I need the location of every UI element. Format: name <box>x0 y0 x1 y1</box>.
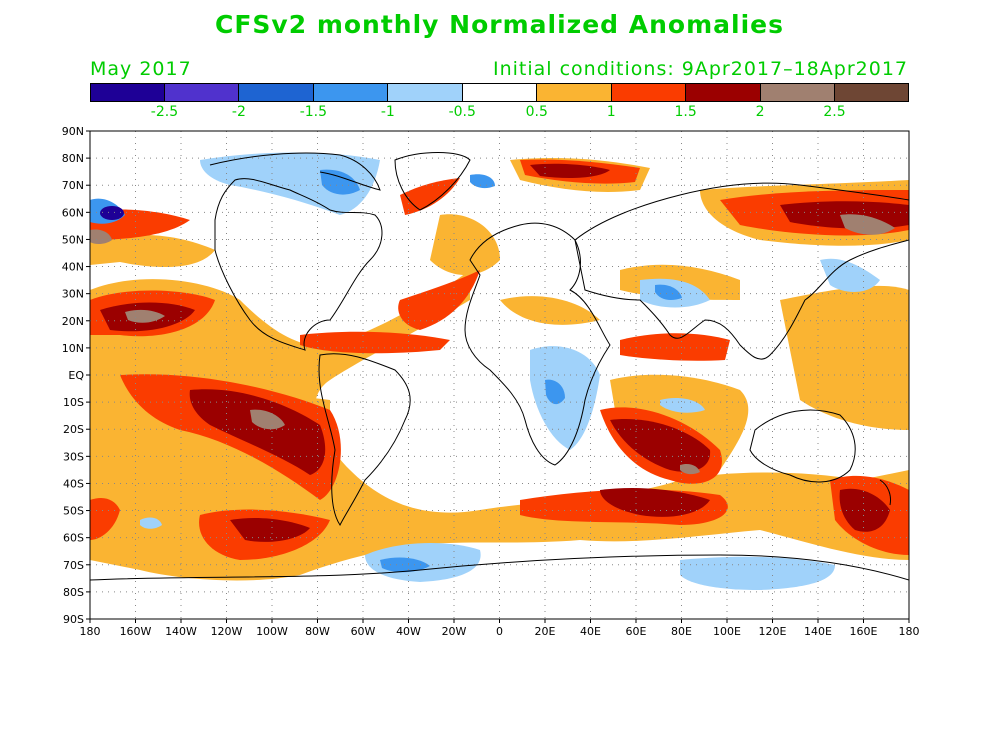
legend-swatch <box>835 83 910 102</box>
longitude-label: 60E <box>626 625 647 638</box>
legend-label: 1.5 <box>674 104 697 120</box>
legend-label: -0.5 <box>448 104 476 120</box>
latitude-label: 70S <box>63 559 84 572</box>
forecast-month: May 2017 <box>90 58 192 80</box>
longitude-label: 0 <box>496 625 503 638</box>
legend-swatch <box>313 83 389 102</box>
longitude-label: 160E <box>850 625 878 638</box>
anomaly-positive-extreme <box>90 214 895 475</box>
latitude-label: 60S <box>63 532 84 545</box>
latitude-label: 60N <box>62 206 84 219</box>
legend-label: -1.5 <box>299 104 328 120</box>
longitude-label: 100W <box>256 625 288 638</box>
legend-label: -1 <box>380 104 395 120</box>
latitude-label: 40N <box>62 261 84 274</box>
legend-label: 2 <box>755 104 765 120</box>
longitude-label: 60W <box>351 625 376 638</box>
latitude-label: EQ <box>68 369 84 382</box>
map-title: CFSv2 monthly Normalized Anomalies <box>215 10 784 39</box>
latitude-label: 80S <box>63 586 84 599</box>
legend-swatch <box>611 83 687 102</box>
longitude-label: 20W <box>442 625 467 638</box>
longitude-label: 80E <box>671 625 692 638</box>
legend-label: -2 <box>231 104 246 120</box>
longitude-label: 80W <box>305 625 330 638</box>
longitude-label: 100E <box>713 625 741 638</box>
latitude-label: 90N <box>62 125 84 138</box>
legend-swatch <box>164 83 240 102</box>
legend-label: 0.5 <box>525 104 548 120</box>
legend-swatch <box>686 83 761 102</box>
longitude-label: 120W <box>211 625 243 638</box>
latitude-label: 10N <box>62 342 84 355</box>
longitude-label: 160W <box>120 625 152 638</box>
longitude-label: 40W <box>396 625 421 638</box>
legend-label: 1 <box>606 104 616 120</box>
longitude-labels: 180 160W 140W 120W 100W 80W 60W 40W 20W 0 20E 40E 60… <box>80 625 920 638</box>
longitude-label: 120E <box>759 625 787 638</box>
color-legend-bar <box>90 83 910 102</box>
legend-swatch <box>760 83 836 102</box>
legend-swatch <box>537 83 612 102</box>
latitude-label: 30S <box>63 450 84 463</box>
longitude-label: 180 <box>80 625 101 638</box>
latitude-label: 70N <box>62 179 84 192</box>
longitude-label: 180 <box>899 625 920 638</box>
initial-conditions: Initial conditions: 9Apr2017–18Apr2017 <box>492 58 908 80</box>
latitude-label: 20N <box>62 315 84 328</box>
latitude-label: 10S <box>63 396 84 409</box>
legend-swatch <box>239 83 314 102</box>
latitude-label: 90S <box>63 613 84 626</box>
legend-label: 2.5 <box>823 104 846 120</box>
latitude-label: 30N <box>62 288 84 301</box>
latitude-label: 20S <box>63 423 84 436</box>
latitude-label: 50S <box>63 505 84 518</box>
longitude-label: 40E <box>580 625 601 638</box>
legend-label: -2.5 <box>150 104 179 120</box>
axis-ticks <box>86 130 910 623</box>
legend-swatch <box>90 83 165 102</box>
longitude-label: 140W <box>165 625 197 638</box>
coastlines <box>90 152 909 581</box>
longitude-label: 140E <box>804 625 832 638</box>
latitude-labels: 90N 80N 70N 60N 50N 40N 30N 20N 10N EQ 10S 20S 30S 40… <box>62 125 85 626</box>
latitude-label: 50N <box>62 233 84 246</box>
longitude-label: 20E <box>535 625 556 638</box>
legend-swatch <box>462 83 538 102</box>
anomaly-negative-strong <box>100 206 124 220</box>
latitude-label: 40S <box>63 477 84 490</box>
latitude-label: 80N <box>62 152 84 165</box>
legend-swatch <box>388 83 463 102</box>
anomaly-negative-weak <box>140 152 880 590</box>
